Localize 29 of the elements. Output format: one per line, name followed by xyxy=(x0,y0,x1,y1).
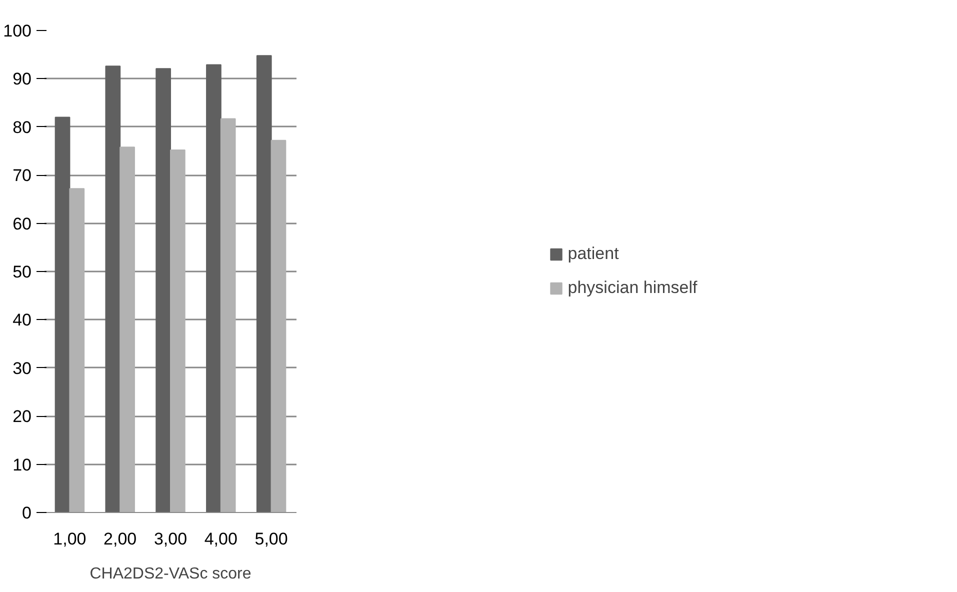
x-tick-label: 1,00 xyxy=(53,530,86,548)
y-tick-label: 50 xyxy=(12,262,32,282)
x-tick-label: 5,00 xyxy=(254,530,288,548)
bar xyxy=(270,140,286,512)
legend-label: physician himself xyxy=(568,278,698,298)
x-axis-title: CHA2DS2-VASc score xyxy=(90,566,252,582)
bar xyxy=(156,68,171,512)
x-tick-label: 2,00 xyxy=(104,530,137,548)
y-tick-label: 100 xyxy=(3,22,32,40)
legend-label: patient xyxy=(568,244,619,264)
y-tick-label: 80 xyxy=(12,118,32,137)
y-tick-label: 30 xyxy=(12,358,32,378)
y-tick-label: 10 xyxy=(12,455,32,474)
bar xyxy=(220,118,236,512)
bar xyxy=(206,64,222,512)
bar xyxy=(120,146,135,512)
y-tick-label: 70 xyxy=(12,166,32,186)
bar xyxy=(69,188,85,512)
y-tick-label: 0 xyxy=(22,504,32,522)
bar xyxy=(54,116,70,512)
bar xyxy=(170,150,186,512)
bar xyxy=(256,55,272,512)
y-tick-label: 20 xyxy=(12,407,32,426)
x-tick-label: 3,00 xyxy=(154,530,188,548)
x-tick-label: 4,00 xyxy=(204,530,238,548)
y-tick-label: 40 xyxy=(12,310,32,330)
y-tick-label: 60 xyxy=(12,214,32,234)
bar xyxy=(105,66,121,512)
y-tick-label: 90 xyxy=(12,70,32,89)
